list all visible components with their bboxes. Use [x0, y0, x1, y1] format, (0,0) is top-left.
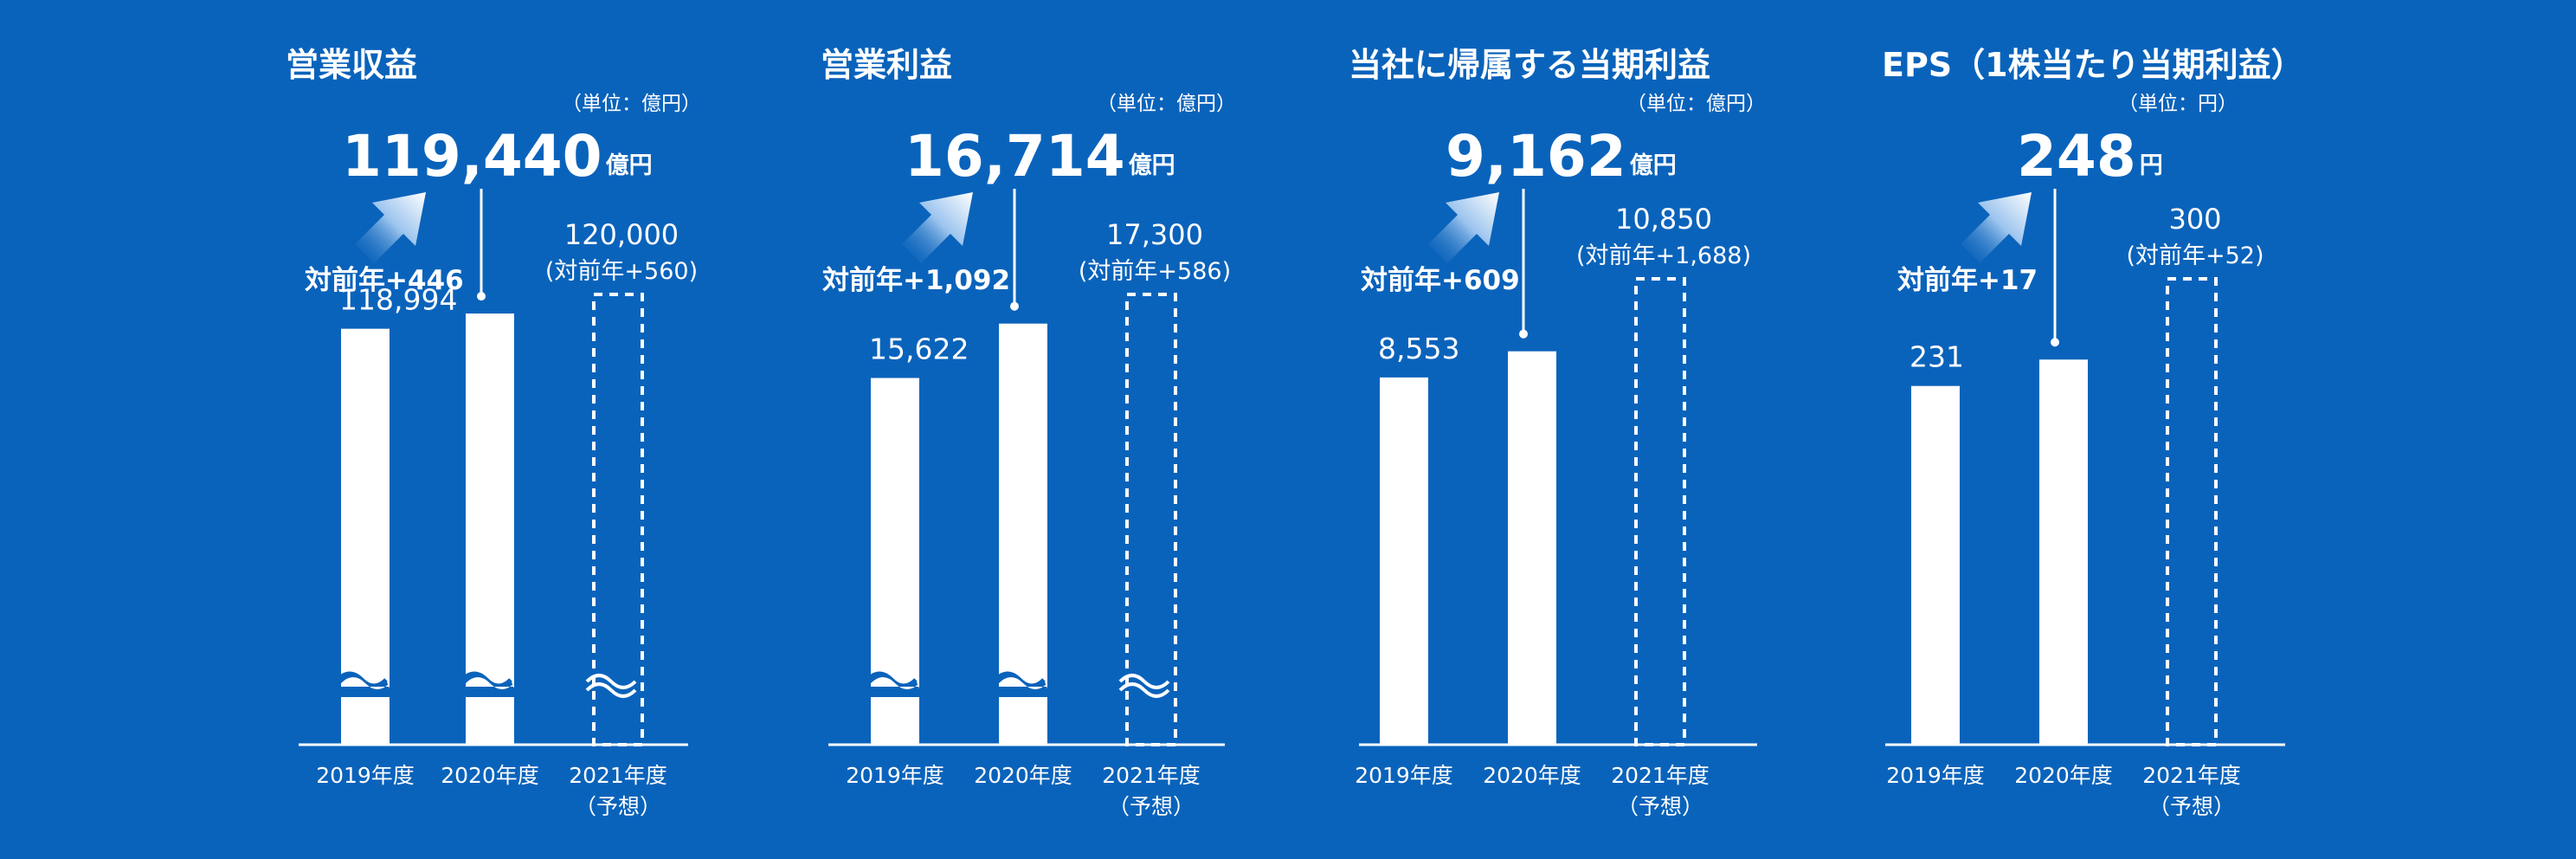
value-label: 118,994: [339, 283, 457, 317]
change-label: 対前年+609: [1361, 265, 1520, 296]
category-label: 2019年度: [1886, 763, 1985, 788]
leader-dot: [1010, 301, 1019, 311]
chart-title: 営業利益: [821, 46, 952, 84]
axis-break-wave-icon: [866, 671, 918, 688]
category-label: 2020年度: [1483, 763, 1581, 788]
headline-value: 16,714: [905, 123, 1125, 190]
value-label: 15,622: [869, 333, 969, 366]
chart-panel-4: [1885, 189, 2285, 746]
axis-break-fill: [466, 677, 514, 689]
axis-break-wave-icon: [994, 671, 1046, 688]
category-label: 2021年度: [1611, 763, 1710, 788]
category-label: 2019年度: [846, 763, 944, 788]
headline-unit: 円: [2140, 152, 2163, 179]
category-sublabel: （予想）: [1617, 794, 1703, 819]
axis-break-fill: [871, 677, 919, 689]
bar: [1911, 385, 1960, 745]
leader-dot: [2051, 338, 2059, 347]
change-label: 対前年+17: [1897, 265, 2038, 296]
leader-dot: [477, 292, 486, 301]
chart-title: EPS（1株当たり当期利益）: [1882, 46, 2304, 84]
value-label: 231: [1909, 340, 1964, 374]
unit-note: （単位：億円）: [1626, 93, 1766, 115]
forecast-change-label: (対前年+560): [545, 258, 698, 285]
category-label: 2021年度: [1102, 763, 1201, 788]
headline-unit: 億円: [1630, 152, 1677, 179]
change-label: 対前年+446: [305, 265, 464, 296]
growth-arrow-icon: [1961, 192, 2032, 263]
change-label: 対前年+1,092: [822, 265, 1010, 296]
bar: [1508, 351, 1556, 745]
headline-unit: 億円: [1129, 152, 1175, 179]
headline-value: 119,440: [342, 123, 602, 190]
forecast-bar: [1634, 277, 1686, 746]
axis-break-wave-icon: [585, 674, 637, 689]
axis-break-wave-icon: [585, 682, 637, 698]
category-sublabel: （予想）: [575, 794, 661, 819]
headline-unit: 億円: [606, 152, 653, 179]
forecast-value-label: 10,850: [1615, 203, 1712, 236]
axis-break-fill: [999, 677, 1047, 689]
growth-arrow-icon: [1428, 192, 1499, 263]
category-label: 2020年度: [441, 763, 539, 788]
growth-arrow-icon: [902, 192, 973, 263]
axis-break-wave-icon: [1118, 674, 1170, 689]
growth-arrow-icon: [355, 192, 426, 263]
chart-panel-2: [828, 189, 1225, 746]
axis-break-wave-icon: [1118, 682, 1170, 698]
axis-break-fill: [341, 677, 390, 689]
forecast-bar: [2166, 277, 2218, 746]
value-label: 8,553: [1378, 332, 1459, 365]
chart-panel-3: [1359, 189, 1757, 746]
unit-note: （単位：円）: [2118, 93, 2238, 115]
category-label: 2019年度: [1355, 763, 1453, 788]
chart-title: 営業収益: [286, 46, 417, 84]
axis-break-wave-icon: [460, 671, 512, 688]
headline-value: 248: [2017, 123, 2136, 190]
forecast-change-label: (対前年+586): [1079, 258, 1231, 285]
bar: [1380, 377, 1428, 745]
forecast-value-label: 120,000: [564, 218, 679, 251]
forecast-value-label: 17,300: [1106, 218, 1203, 251]
headline-value: 9,162: [1446, 123, 1626, 190]
category-label: 2019年度: [316, 763, 415, 788]
unit-note: （単位：億円）: [562, 93, 701, 115]
category-sublabel: （予想）: [1108, 794, 1195, 819]
bar: [2039, 359, 2088, 745]
category-label: 2020年度: [2014, 763, 2113, 788]
leader-dot: [1519, 329, 1528, 339]
axis-break-wave-icon: [336, 671, 388, 688]
forecast-change-label: (対前年+52): [2126, 242, 2264, 269]
unit-note: （単位：億円）: [1097, 93, 1236, 115]
forecast-change-label: (対前年+1,688): [1576, 242, 1751, 269]
chart-panel-1: [299, 189, 688, 746]
category-label: 2020年度: [974, 763, 1072, 788]
category-sublabel: （予想）: [2148, 794, 2235, 819]
category-label: 2021年度: [2142, 763, 2241, 788]
forecast-value-label: 300: [2168, 203, 2221, 236]
chart-title: 当社に帰属する当期利益: [1349, 46, 1710, 84]
category-label: 2021年度: [569, 763, 667, 788]
